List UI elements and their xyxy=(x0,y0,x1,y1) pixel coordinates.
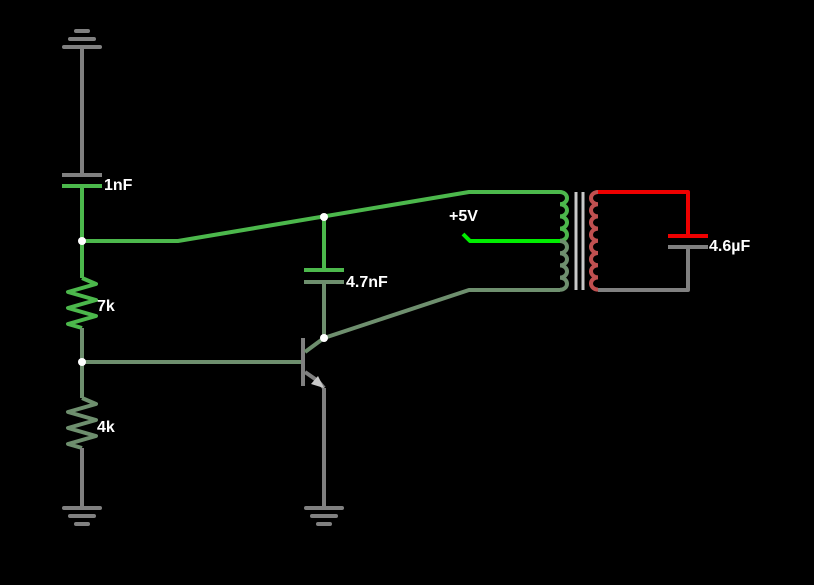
resistor-4k xyxy=(66,396,98,450)
ground-top xyxy=(62,29,102,49)
transformer-secondary-coil xyxy=(589,190,599,292)
capacitor-4p6uf xyxy=(668,234,708,249)
transformer-primary-coil xyxy=(559,190,569,292)
ground-left xyxy=(62,506,102,526)
node-7k-4k xyxy=(78,358,86,366)
ground-transistor xyxy=(304,506,344,526)
capacitor-4p6uf-label: 4.6µF xyxy=(709,238,750,255)
capacitor-1nf xyxy=(62,173,102,188)
resistor-4k-label: 4k xyxy=(97,419,115,436)
transistor-npn xyxy=(301,336,326,390)
wire-collector-to-transformer xyxy=(323,288,560,340)
node-1nf-7k xyxy=(78,237,86,245)
capacitor-1nf-label: 1nF xyxy=(104,177,133,194)
capacitor-4p7nf xyxy=(304,268,344,284)
resistor-7k-label: 7k xyxy=(97,298,115,315)
wire-supply xyxy=(461,232,560,243)
capacitor-4p7nf-label: 4.7nF xyxy=(346,274,388,291)
node-collector xyxy=(320,334,328,342)
wire-secondary-top xyxy=(598,190,690,236)
wire-secondary-bottom xyxy=(598,247,690,292)
supply-5v-label: +5V xyxy=(449,208,478,225)
node-top-wire-4p7nf xyxy=(320,213,328,221)
transformer-core xyxy=(574,192,585,290)
resistor-7k xyxy=(66,276,98,330)
